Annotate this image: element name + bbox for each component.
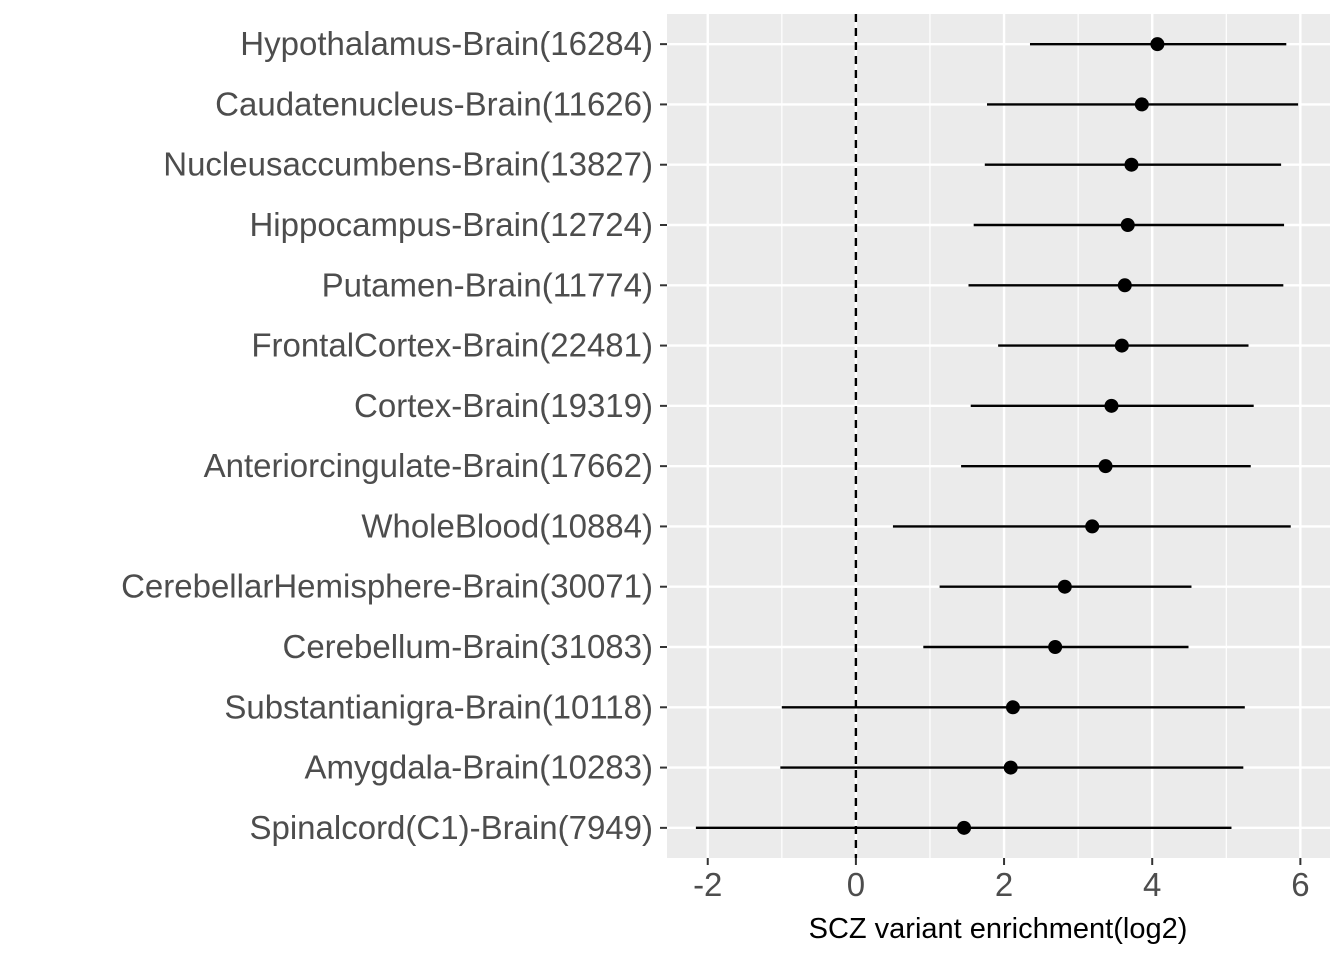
y-tick-label: WholeBlood(10884) [361,507,653,544]
data-point [1134,97,1149,112]
data-point [1085,519,1100,534]
data-point [1003,760,1018,775]
x-tick-label: -2 [693,866,722,903]
x-axis: -2 0 2 4 6 [693,858,1310,903]
y-tick-label: CerebellarHemisphere-Brain(30071) [121,568,653,605]
y-tick-label: Spinalcord(C1)-Brain(7949) [249,809,653,846]
data-point [1124,157,1139,172]
y-tick-label: Putamen-Brain(11774) [322,266,653,303]
x-axis-title: SCZ variant enrichment(log2) [809,913,1188,945]
y-tick-label: Cortex-Brain(19319) [354,387,653,424]
data-point [1120,218,1135,232]
data-point [1098,459,1113,474]
data-point [957,820,972,835]
x-tick-label: 4 [1143,866,1161,903]
y-tick-label: FrontalCortex-Brain(22481) [251,327,653,364]
y-tick-label: Nucleusaccumbens-Brain(13827) [163,146,653,183]
y-tick-labels: Hypothalamus-Brain(16284) Caudatenucleus-… [121,25,667,846]
y-tick-label: Substantianigra-Brain(10118) [224,688,653,725]
data-point [1150,37,1165,52]
data-point [1117,278,1132,293]
plot-panel [667,14,1330,858]
x-tick-label: 0 [847,866,865,903]
data-point [1114,338,1129,353]
y-tick-label: Hypothalamus-Brain(16284) [240,25,653,62]
data-point [1005,700,1020,715]
y-tick-label: Amygdala-Brain(10283) [304,749,653,786]
y-tick-label: Hippocampus-Brain(12724) [249,206,653,243]
y-tick-label: Caudatenucleus-Brain(11626) [215,85,653,122]
data-point [1057,579,1072,594]
data-point [1048,640,1063,654]
data-point [1104,398,1119,413]
x-tick-label: 2 [995,866,1013,903]
y-tick-label: Cerebellum-Brain(31083) [282,628,653,665]
x-tick-label: 6 [1291,866,1309,903]
data-marks [695,37,1299,835]
y-tick-label: Anteriorcingulate-Brain(17662) [204,447,653,484]
